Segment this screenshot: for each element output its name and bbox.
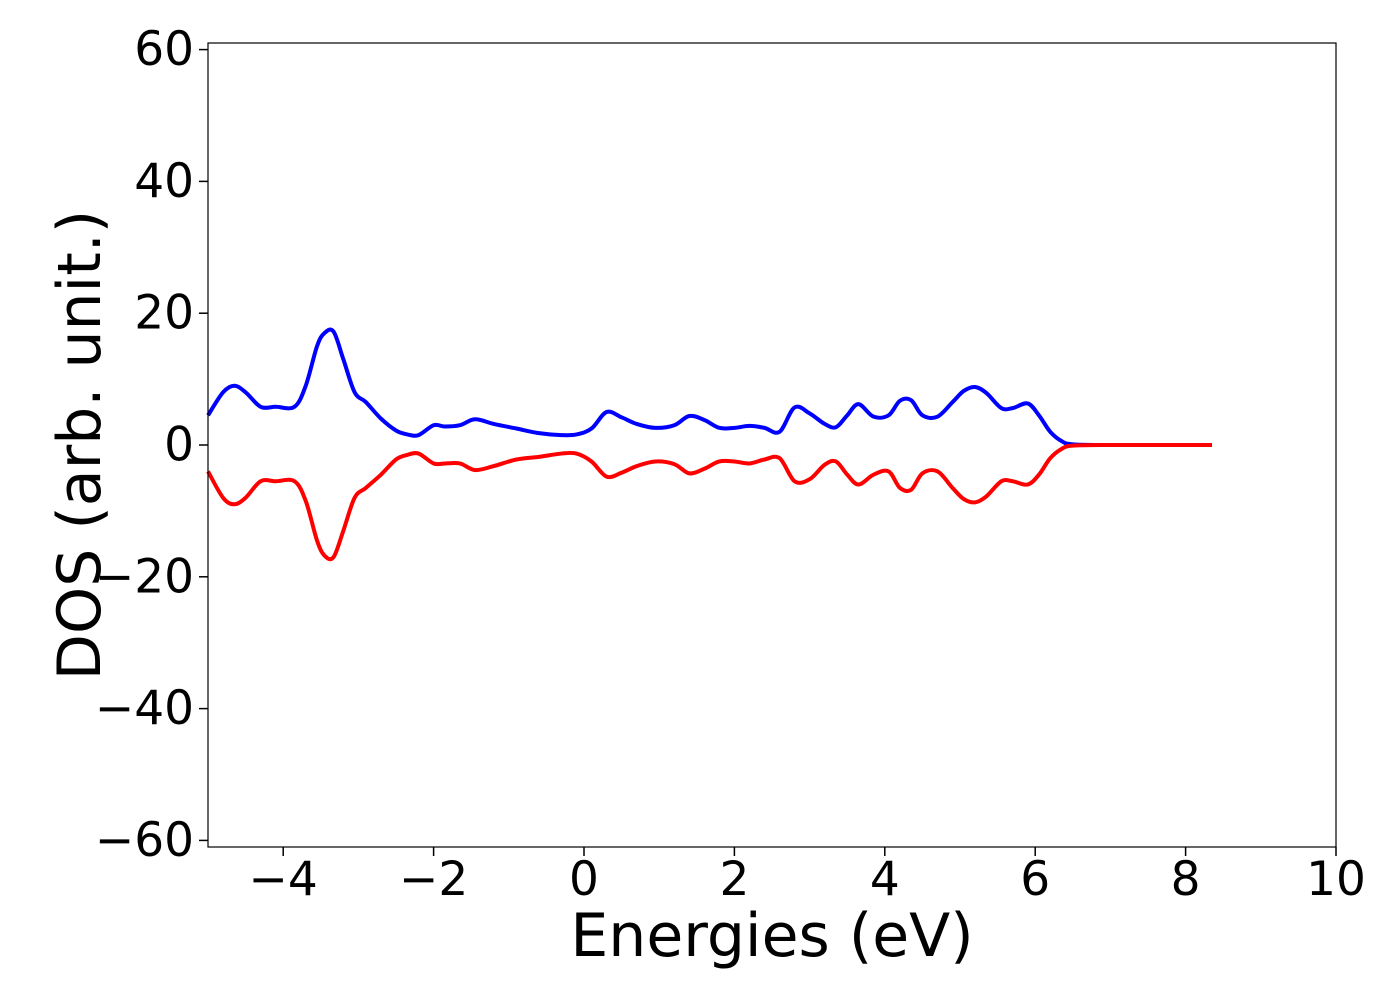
series-layer [206,327,1212,562]
dos-series-line-1 [206,327,1212,448]
x-tick-label: 8 [1171,852,1201,907]
y-axis-title: DOS (arb. unit.) [45,210,115,680]
y-tick-label: −40 [95,681,194,736]
x-tick-label: 4 [870,852,900,907]
y-tick-label: 60 [134,22,194,77]
y-tick-label: 20 [134,286,194,341]
y-tick-label: −60 [95,813,194,868]
x-tick-label: −4 [249,852,318,907]
x-tick-label: −2 [399,852,468,907]
y-tick-label: 0 [164,418,194,473]
y-tick-label: 40 [134,154,194,209]
x-tick-label: 0 [569,852,599,907]
x-tick-label: 2 [719,852,749,907]
x-tick-label: 10 [1306,852,1366,907]
dos-series-line-2 [206,442,1212,562]
x-tick-label: 6 [1020,852,1050,907]
x-axis-title: Energies (eV) [570,901,973,971]
y-tick-label: −20 [95,549,194,604]
